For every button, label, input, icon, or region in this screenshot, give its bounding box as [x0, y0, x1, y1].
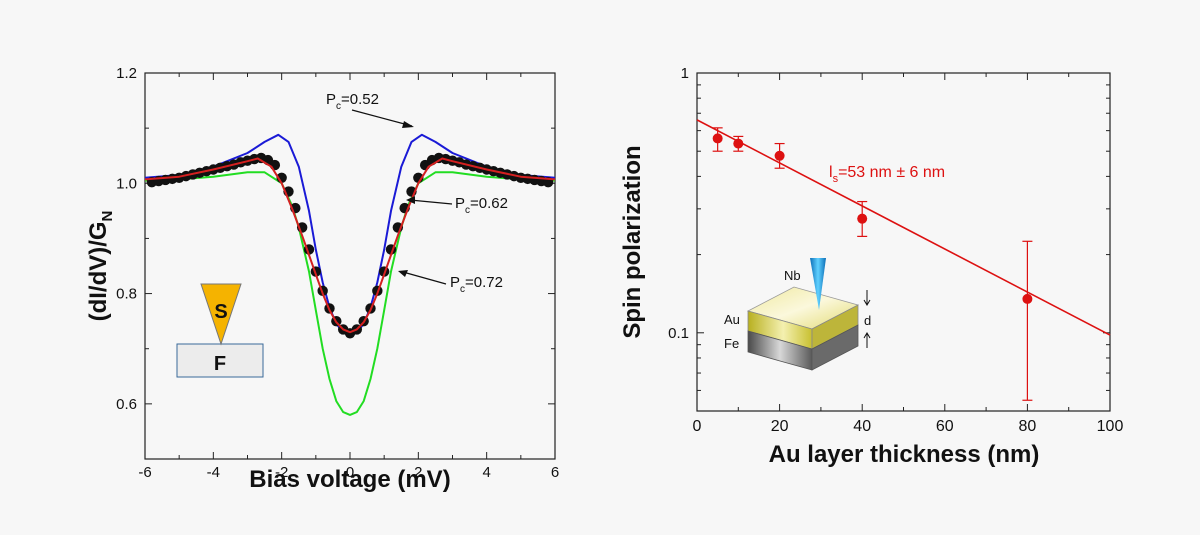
sf-inset: F S [176, 283, 264, 378]
annotation-pc-072: Pc=0.72 [398, 270, 503, 295]
left-axis-ticks [144, 72, 556, 459]
left-series-line-p-c-0-72 [144, 171, 556, 416]
right-y-tick-label: 1 [681, 65, 689, 82]
inset-nb-label: Nb [784, 268, 801, 283]
inset-nb-tip [810, 258, 826, 310]
annotation-pc-052-text: Pc=0.52 [326, 91, 379, 112]
right-x-tick-label: 20 [771, 418, 789, 435]
nb-au-fe-inset: Nb Au Fe d [724, 258, 871, 371]
left-x-tick-label: 6 [551, 464, 559, 481]
left-y-tick-label: 0.8 [116, 286, 137, 303]
right-x-axis-label: Au layer thickness (nm) [769, 441, 1040, 468]
left-y-tick-label: 0.6 [116, 396, 137, 413]
left-x-tick-label: 2 [414, 464, 422, 481]
left-x-tick-label: -6 [138, 464, 151, 481]
right-data-point [774, 150, 785, 161]
left-series-line-p-c-0-52 [144, 133, 556, 336]
left-x-tick-label: 4 [482, 464, 490, 481]
left-x-tick-label: 0 [346, 464, 354, 481]
ls-annotation: ls=53 nm ± 6 nm [829, 164, 945, 185]
inset-fe-label: Fe [724, 336, 739, 351]
inset-thickness-arrows [863, 290, 871, 348]
right-tick-labels: 0 20 40 60 80 100 0.1 1 [668, 65, 1123, 435]
left-y-tick-label: 1.0 [116, 175, 137, 192]
annotation-pc-052: Pc=0.52 [326, 91, 414, 128]
left-plot-frame [144, 72, 556, 460]
annotation-pc-052-arrowhead [402, 121, 414, 128]
right-y-tick-label: 0.1 [668, 325, 689, 342]
right-data-point [733, 138, 744, 149]
left-x-tick-label: -4 [207, 464, 220, 481]
annotation-pc-072-text: Pc=0.72 [450, 274, 503, 295]
annotation-pc-062-text: Pc=0.62 [455, 195, 508, 216]
annotation-pc-072-arrowhead [398, 270, 408, 277]
right-x-tick-label: 100 [1097, 418, 1124, 435]
left-y-tick-label: 1.2 [116, 65, 137, 82]
right-y-axis-label: Spin polarization [619, 145, 646, 338]
left-tick-labels: -6 -4 -2 0 2 4 6 0.6 0.8 1.0 1.2 [116, 65, 559, 481]
annotation-pc-052-arrow [351, 109, 413, 127]
right-x-tick-label: 0 [693, 418, 702, 435]
left-data-point [269, 159, 281, 171]
right-axis-ticks [696, 72, 1111, 411]
left-x-tick-label: -2 [275, 464, 288, 481]
left-y-axis-label-sub: N [99, 211, 116, 222]
inset-ferromagnet-block [176, 343, 264, 378]
left-chart: -6 -4 -2 0 2 4 6 0.6 0.8 1.0 1.2 Bias voltage (mV)… [85, 65, 559, 493]
left-x-axis-label: Bias voltage (mV) [249, 466, 450, 493]
right-plot-frame [696, 72, 1111, 412]
inset-s-label: S [214, 301, 227, 323]
right-x-tick-label: 80 [1019, 418, 1037, 435]
inset-au-label: Au [724, 312, 740, 327]
left-series-line-p-c-0-62 [144, 157, 556, 334]
inset-f-label: F [214, 353, 226, 375]
right-x-tick-label: 60 [936, 418, 954, 435]
right-series-layer [696, 119, 1111, 401]
right-fit-line [696, 119, 1111, 336]
inset-d-label: d [864, 313, 871, 328]
left-y-axis-label-main: (dI/dV)/G [85, 221, 112, 321]
annotation-pc-062: Pc=0.62 [406, 195, 508, 216]
annotation-pc-062-arrow [409, 199, 453, 205]
left-series-layer [144, 133, 556, 416]
right-x-tick-label: 40 [853, 418, 871, 435]
left-y-axis-label: (dI/dV)/GN [85, 211, 116, 322]
inset-fe-side-face [811, 324, 859, 371]
right-chart: 0 20 40 60 80 100 0.1 1 Au layer thickness (nm)… [619, 65, 1123, 468]
inset-superconductor-tip [200, 283, 242, 346]
right-data-point [1022, 293, 1033, 304]
right-data-point [857, 213, 868, 224]
annotation-pc-062-arrowhead [406, 196, 415, 204]
annotation-pc-072-arrow [402, 271, 447, 285]
right-data-point [712, 133, 723, 144]
